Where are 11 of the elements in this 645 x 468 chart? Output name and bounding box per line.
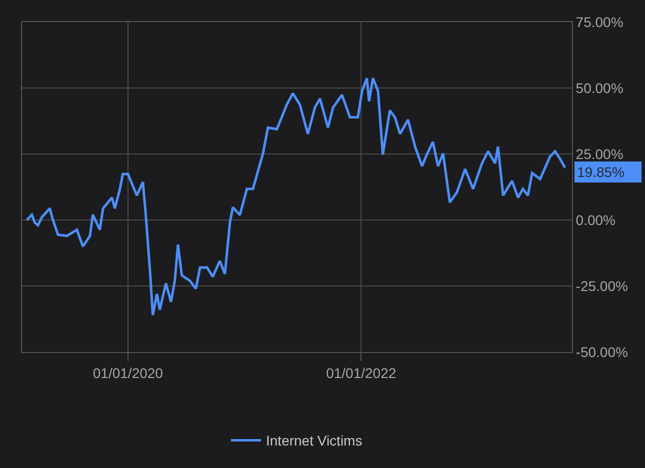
y-tick-label: -50.00% [576,344,628,360]
line-series [26,76,566,316]
y-tick-label: 0.00% [576,212,616,228]
x-tick-label: 01/01/2020 [92,364,164,381]
x-tick-label: 01/01/2022 [326,364,396,381]
legend-label: Internet Victims [266,432,362,449]
y-tick-label: 75.00% [576,14,624,30]
y-tick-label: 50.00% [576,80,624,96]
y-tick-label: -25.00% [576,278,628,294]
annotation: 19.85% [577,164,624,180]
y-tick-label: 25.00% [576,146,624,162]
